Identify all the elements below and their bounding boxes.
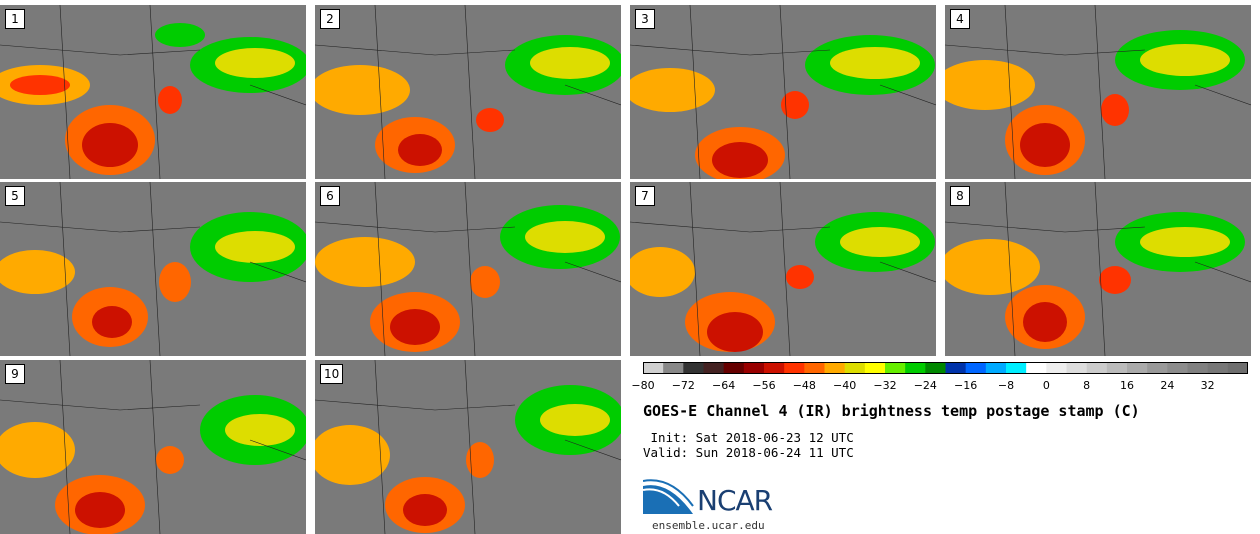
ncar-logo-icon (643, 479, 694, 514)
stamp-panel-3: 3 (630, 5, 936, 179)
colorbar-swatch (885, 362, 906, 374)
panel-number: 2 (320, 9, 340, 29)
colorbar-swatch (1127, 362, 1148, 374)
ir-map-10 (315, 360, 621, 534)
colorbar-swatch (824, 362, 846, 374)
colorbar-swatch (1187, 362, 1209, 374)
colorbar-swatch (784, 362, 805, 374)
colorbar-swatch (723, 362, 745, 374)
colorbar-tick-label: 0 (1042, 379, 1050, 392)
panel-number: 5 (5, 186, 25, 206)
stamp-panel-4: 4 (945, 5, 1251, 179)
panel-number: 10 (320, 364, 344, 384)
colorbar-swatch (1106, 362, 1128, 374)
colorbar-tick-label: −16 (954, 379, 978, 392)
ir-map-3 (630, 5, 936, 179)
colorbar-swatch (1227, 362, 1248, 374)
colorbar-tick-label: −40 (833, 379, 857, 392)
colorbar-swatch (703, 362, 725, 374)
colorbar-swatch (683, 362, 704, 374)
stamp-panel-10: 10 (315, 360, 621, 534)
stamp-panel-9: 9 (0, 360, 306, 534)
stamp-panel-2: 2 (315, 5, 621, 179)
colorbar-swatch (844, 362, 866, 374)
stamp-panel-5: 5 (0, 182, 306, 356)
panel-number: 7 (635, 186, 655, 206)
colorbar-swatch (925, 362, 946, 374)
colorbar-tick-label: 24 (1160, 379, 1175, 392)
stamp-panel-7: 7 (630, 182, 936, 356)
colorbar-swatch (643, 362, 664, 374)
stamp-panel-1: 1 (0, 5, 306, 179)
colorbar-swatch (945, 362, 967, 374)
ir-map-9 (0, 360, 306, 534)
colorbar-swatch (663, 362, 684, 374)
colorbar-swatch (905, 362, 926, 374)
colorbar-swatch (965, 362, 987, 374)
ncar-logo-text: NCAR (697, 484, 773, 517)
ir-map-7 (630, 182, 936, 356)
colorbar-tick-labels: −80 −72 −64 −56 −48 −40 −32 −24 −16 −8 0 8 16 24 32 (630, 379, 1250, 393)
colorbar-swatch (1086, 362, 1108, 374)
panel-number: 1 (5, 9, 25, 29)
colorbar-swatch (864, 362, 886, 374)
colorbar-tick-label: −80 (631, 379, 655, 392)
colorbar-swatch (1066, 362, 1088, 374)
ir-map-8 (945, 182, 1251, 356)
colorbar-swatch (1046, 362, 1067, 374)
colorbar-tick-label: −48 (792, 379, 816, 392)
colorbar-tick-label: −72 (671, 379, 695, 392)
colorbar-tick-label: −8 (997, 379, 1015, 392)
colorbar-tick-label: −32 (873, 379, 897, 392)
colorbar-swatch (1026, 362, 1047, 374)
colorbar (643, 362, 1248, 374)
colorbar-swatch (1167, 362, 1188, 374)
stamp-panel-8: 8 (945, 182, 1251, 356)
colorbar-swatch (1207, 362, 1229, 374)
ir-map-2 (315, 5, 621, 179)
colorbar-tick-label: −56 (752, 379, 776, 392)
colorbar-swatch (743, 362, 765, 374)
ir-map-6 (315, 182, 621, 356)
panel-number: 6 (320, 186, 340, 206)
panel-number: 8 (950, 186, 970, 206)
ir-map-4 (945, 5, 1251, 179)
ensemble-url: ensemble.ucar.edu (652, 519, 765, 532)
colorbar-swatch (1006, 362, 1027, 374)
colorbar-tick-label: −24 (913, 379, 937, 392)
ir-map-1 (0, 5, 306, 179)
panel-number: 3 (635, 9, 655, 29)
ir-map-5 (0, 182, 306, 356)
ncar-logo: NCAR ensemble.ucar.edu (643, 474, 803, 532)
colorbar-swatch (985, 362, 1007, 374)
panel-number: 4 (950, 9, 970, 29)
colorbar-tick-label: −64 (712, 379, 736, 392)
colorbar-tick-label: 32 (1200, 379, 1215, 392)
colorbar-swatch (1147, 362, 1168, 374)
panel-number: 9 (5, 364, 25, 384)
valid-time: Valid: Sun 2018-06-24 11 UTC (643, 445, 854, 460)
colorbar-tick-label: 8 (1083, 379, 1091, 392)
colorbar-tick-label: 16 (1120, 379, 1134, 392)
init-time: Init: Sat 2018-06-23 12 UTC (643, 430, 854, 445)
figure-title: GOES-E Channel 4 (IR) brightness temp po… (643, 402, 1140, 420)
colorbar-border (643, 362, 1248, 374)
colorbar-swatch (804, 362, 825, 374)
colorbar-swatch (764, 362, 785, 374)
stamp-panel-6: 6 (315, 182, 621, 356)
